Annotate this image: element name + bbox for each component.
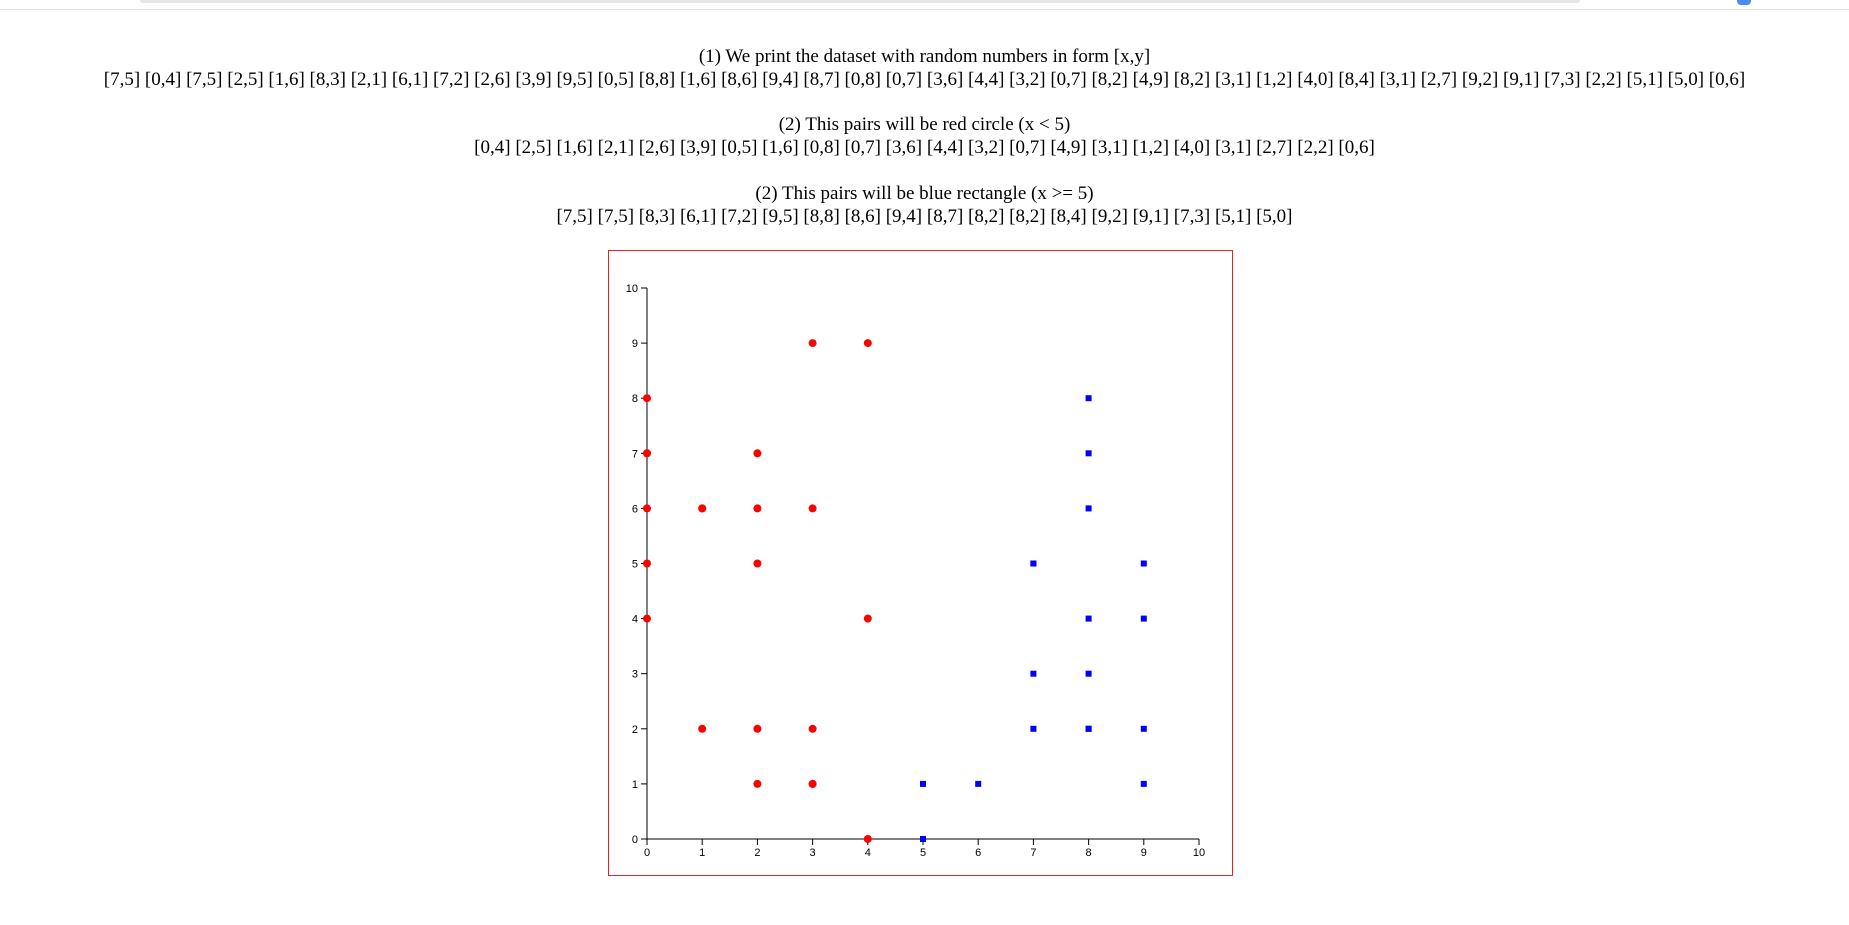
blue-square-point — [1085, 615, 1092, 622]
top-divider — [0, 9, 1849, 10]
blue-square-point — [1140, 560, 1147, 567]
horizontal-scrollbar[interactable] — [140, 0, 1580, 3]
red-circle-point — [753, 779, 762, 788]
blue-square-point — [1140, 725, 1147, 732]
red-circle-point — [643, 449, 651, 458]
x-tick-label: 8 — [1086, 847, 1092, 859]
blue-square-point — [1085, 670, 1092, 677]
y-tick-label: 9 — [632, 338, 638, 350]
red-circle-point — [863, 835, 872, 843]
scatter-plot: 0 1 2 3 4 5 6 7 8 9 10 0 1 2 3 4 5 6 7 8 9 10 — [626, 283, 1205, 859]
y-tick-label: 0 — [632, 834, 638, 846]
red-circle-point — [808, 339, 817, 348]
x-tick-label: 4 — [865, 847, 871, 859]
y-tick-label: 7 — [632, 448, 638, 460]
red-circle-values: [0,4] [2,5] [1,6] [2,1] [2,6] [3,9] [0,5… — [474, 137, 1375, 158]
x-tick-label: 9 — [1141, 847, 1147, 859]
red-circle-point — [643, 394, 651, 403]
blue-square-point — [1030, 560, 1037, 567]
blue-square-point — [1030, 670, 1037, 677]
marks — [643, 339, 1147, 843]
red-circle-point — [863, 339, 872, 348]
x-tick-label: 0 — [644, 847, 650, 859]
red-circle-point — [808, 504, 817, 513]
dataset-title: (1) We print the dataset with random num… — [698, 46, 1151, 67]
red-circle-point — [863, 614, 872, 623]
red-circle-point — [808, 779, 817, 788]
x-tick-label: 2 — [754, 847, 760, 859]
red-circle-title: (2) This pairs will be red circle (x < 5… — [778, 114, 1071, 135]
dataset-block: (1) We print the dataset with random num… — [0, 45, 1849, 91]
blue-square-point — [920, 836, 926, 842]
x-tick-label: 7 — [1030, 847, 1036, 859]
red-circle-point — [753, 504, 762, 513]
red-circle-point — [808, 724, 817, 733]
y-tick-label: 3 — [632, 669, 638, 681]
bookmark-icon[interactable] — [1737, 0, 1751, 5]
y-tick-label: 6 — [632, 503, 638, 515]
y-tick-label: 4 — [632, 614, 638, 626]
y-tick-label: 2 — [632, 724, 638, 736]
chart-frame: 0 1 2 3 4 5 6 7 8 9 10 0 1 2 3 4 5 6 7 8 9 10 — [608, 250, 1233, 876]
axes: 0 1 2 3 4 5 6 7 8 9 10 0 1 2 3 4 5 6 7 8 9 10 — [626, 283, 1205, 859]
blue-square-point — [975, 780, 982, 787]
x-tick-label: 10 — [1193, 847, 1205, 859]
blue-square-point — [1030, 725, 1037, 732]
blue-rectangle-block: (2) This pairs will be blue rectangle (x… — [0, 182, 1849, 228]
blue-square-point — [920, 780, 926, 787]
x-tick-label: 3 — [810, 847, 816, 859]
red-circle-point — [643, 504, 651, 513]
x-tick-label: 6 — [975, 847, 981, 859]
y-tick-label: 1 — [632, 779, 638, 791]
blue-square-point — [1085, 450, 1092, 457]
y-tick-label: 10 — [626, 283, 638, 295]
blue-square-point — [1085, 505, 1092, 512]
red-circle-point — [643, 614, 651, 623]
blue-square-point — [1140, 780, 1147, 787]
blue-rectangle-title: (2) This pairs will be blue rectangle (x… — [755, 183, 1094, 204]
dataset-values: [7,5] [0,4] [7,5] [2,5] [1,6] [8,3] [2,1… — [103, 69, 1746, 90]
red-circle-point — [753, 559, 762, 568]
browser-top-edge — [0, 0, 1849, 10]
y-tick-label: 5 — [632, 559, 638, 571]
red-circle-point — [698, 724, 707, 733]
blue-square-point — [1085, 725, 1092, 732]
red-circle-point — [698, 504, 707, 513]
blue-square-point — [1140, 615, 1147, 622]
red-circle-point — [643, 559, 651, 568]
blue-rectangle-values: [7,5] [7,5] [8,3] [6,1] [7,2] [9,5] [8,8… — [556, 206, 1293, 227]
red-circle-block: (2) This pairs will be red circle (x < 5… — [0, 113, 1849, 159]
blue-square-point — [1085, 395, 1092, 402]
x-tick-label: 1 — [699, 847, 705, 859]
red-circle-point — [753, 724, 762, 733]
red-circle-point — [753, 449, 762, 458]
x-tick-label: 5 — [920, 847, 926, 859]
y-tick-label: 8 — [632, 393, 638, 405]
